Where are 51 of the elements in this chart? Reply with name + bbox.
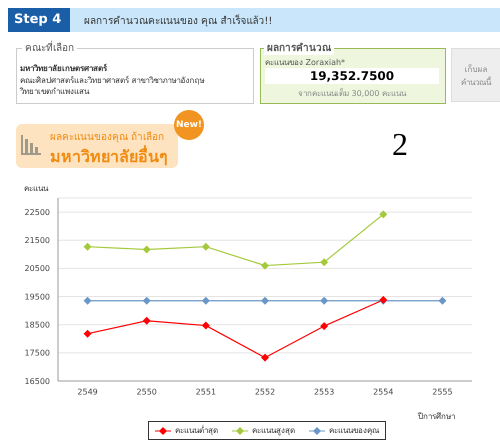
x-axis-title: ปีการศึกษา [418, 411, 455, 423]
point [320, 296, 328, 305]
x-tick-label: 2554 [373, 388, 394, 397]
point [142, 316, 151, 325]
point [202, 322, 210, 330]
y-tick-label: 22500 [24, 208, 50, 217]
point [84, 296, 92, 305]
text: Step 4 [8, 8, 70, 32]
point [379, 210, 388, 218]
x-tick-label: 2553 [314, 388, 334, 397]
text: มหาวิทยาลัยเกษตรศาสตร์ [20, 62, 107, 75]
text: คะแนนของ Zoraxiah* [265, 57, 346, 69]
text: มหาวิทยาลัยอื่นๆ [50, 144, 168, 168]
text: วิทยาเขตกำแพงแสน [20, 86, 89, 98]
y-tick-label: 20500 [24, 264, 50, 274]
text: 19,352.7500 [265, 68, 439, 84]
point [202, 296, 210, 305]
x-tick-label: 2552 [254, 388, 276, 397]
point [438, 296, 446, 305]
text: ผลการคำนวณคะแนนของ คุณ สำเร็จแล้ว!! [84, 13, 272, 28]
x-tick-label: 2549 [77, 388, 98, 397]
x-tick-label: 2551 [196, 388, 216, 397]
point [202, 242, 210, 251]
y-tick-label: 21500 [24, 236, 50, 246]
text: ผลคะแนนของคุณ ถ้าเลือก [50, 130, 164, 144]
point [142, 296, 151, 305]
y-tick-label: 16500 [24, 376, 50, 386]
text: คณะศิลปศาสตร์และวิทยาศาสตร์ สาขาวิชาภาษาอังกฤษ [20, 74, 205, 87]
point [84, 242, 92, 251]
legend-label: คะแนนของคุณ [328, 425, 379, 437]
point [261, 296, 269, 305]
legend-label: คะแนนต่ำสุด [174, 424, 218, 437]
point [320, 322, 328, 330]
point [84, 330, 92, 338]
y-tick-label: 19500 [24, 292, 50, 302]
point [261, 262, 269, 270]
legend-label: คะแนนสูงสุด [251, 425, 295, 437]
text: 2 [392, 126, 408, 163]
text: เก็บผล คำนวณนี้ [451, 48, 500, 102]
x-tick-label: 2550 [136, 388, 157, 397]
point [261, 354, 269, 362]
y-axis-title: คะแนน [24, 183, 48, 195]
text: New! [174, 110, 204, 140]
text: คณะที่เลือก [22, 40, 77, 55]
text: ผลการคำนวณ [264, 40, 334, 55]
text: จากคะแนนเต็ม 30,000 คะแนน [296, 87, 408, 100]
x-tick-label: 2555 [432, 388, 453, 397]
y-tick-label: 18500 [24, 320, 50, 330]
y-tick-label: 17500 [24, 348, 50, 358]
point [320, 258, 328, 266]
point [142, 246, 151, 254]
